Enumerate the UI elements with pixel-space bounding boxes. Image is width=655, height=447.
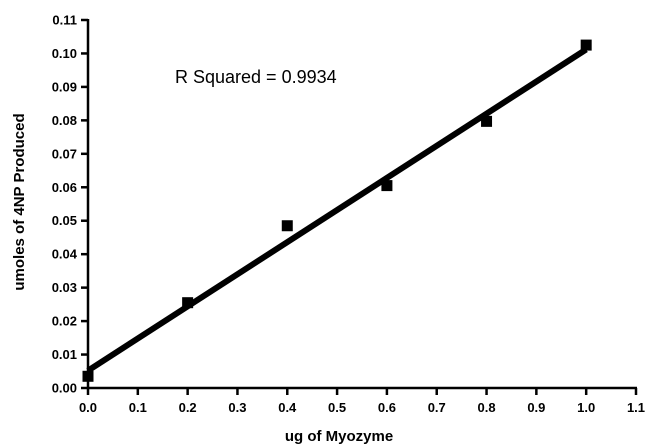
y-tick-label: 0.08 [52, 113, 77, 128]
data-points [82, 39, 592, 382]
r-squared-annotation: R Squared = 0.9934 [175, 67, 337, 87]
data-point-marker [182, 297, 194, 309]
x-tick-label: 0.0 [79, 400, 97, 415]
x-tick-label: 0.7 [428, 400, 446, 415]
axis-ticks: 0.0 0.1 0.2 0.3 0.4 0.5 0.6 0.7 0.8 0.9 1.0 1.1 0.00… [52, 13, 645, 416]
x-tick-label: 0.9 [527, 400, 545, 415]
data-point-marker [580, 39, 592, 51]
y-tick-label: 0.00 [52, 381, 77, 396]
y-tick-label: 0.04 [52, 247, 78, 262]
y-tick-label: 0.05 [52, 213, 77, 228]
x-tick-label: 0.3 [228, 400, 246, 415]
y-tick-label: 0.09 [52, 79, 77, 94]
data-point-marker [481, 115, 493, 127]
y-tick-label: 0.07 [52, 146, 77, 161]
x-tick-label: 1.0 [577, 400, 595, 415]
y-tick-label: 0.01 [52, 347, 77, 362]
y-axis-title: umoles of 4NP Produced [11, 113, 28, 290]
x-tick-label: 0.1 [129, 400, 147, 415]
y-tick-label: 0.11 [52, 13, 77, 28]
x-tick-label: 1.1 [627, 400, 645, 415]
x-tick-label: 0.4 [278, 400, 297, 415]
data-point-marker [281, 220, 293, 232]
y-tick-label: 0.02 [52, 314, 77, 329]
y-tick-label: 0.10 [52, 46, 77, 61]
y-tick-label: 0.06 [52, 180, 77, 195]
data-point-marker [82, 370, 94, 382]
x-axis-title: ug of Myozyme [285, 428, 393, 445]
regression-line [86, 46, 588, 374]
x-tick-label: 0.8 [478, 400, 496, 415]
data-point-marker [381, 180, 393, 192]
x-tick-label: 0.5 [328, 400, 346, 415]
x-tick-label: 0.6 [378, 400, 396, 415]
y-tick-label: 0.03 [52, 280, 77, 295]
x-tick-label: 0.2 [179, 400, 197, 415]
